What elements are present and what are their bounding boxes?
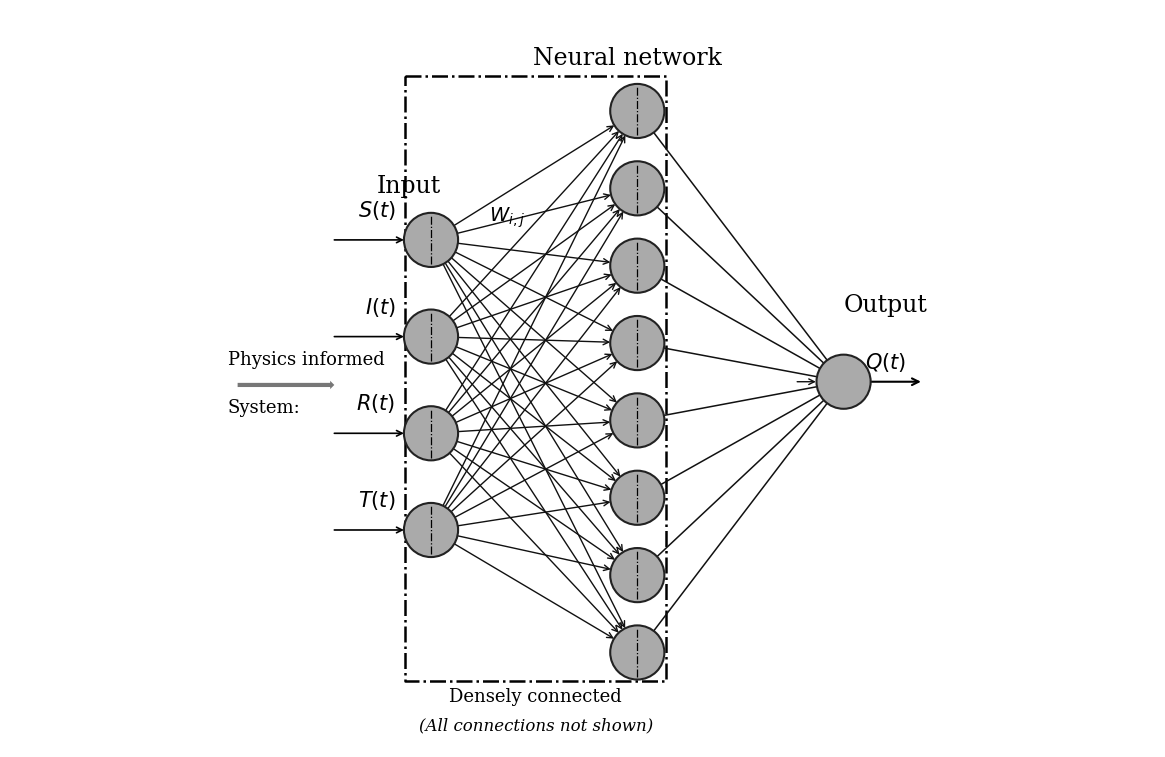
Text: $R(t)$: $R(t)$ (356, 392, 396, 416)
Circle shape (404, 213, 458, 267)
Circle shape (610, 394, 664, 447)
Circle shape (610, 316, 664, 370)
Text: System:: System: (228, 398, 301, 416)
Text: Physics informed: Physics informed (228, 351, 384, 369)
Circle shape (610, 238, 664, 293)
Text: $Q(t)$: $Q(t)$ (864, 351, 906, 374)
Text: $S(t)$: $S(t)$ (358, 199, 396, 222)
Text: (All connections not shown): (All connections not shown) (418, 717, 652, 734)
Circle shape (610, 84, 664, 138)
Circle shape (610, 548, 664, 602)
Text: $W_{i,j}$: $W_{i,j}$ (489, 205, 525, 229)
Circle shape (610, 161, 664, 216)
Text: Neural network: Neural network (534, 48, 722, 70)
Circle shape (817, 354, 870, 409)
Circle shape (404, 407, 458, 460)
Circle shape (610, 471, 664, 525)
Text: $T(t)$: $T(t)$ (358, 489, 396, 512)
Text: $I(t)$: $I(t)$ (365, 295, 396, 319)
Circle shape (610, 625, 664, 680)
Text: Input: Input (376, 175, 440, 198)
Circle shape (404, 503, 458, 557)
Text: Densely connected: Densely connected (450, 688, 622, 706)
Circle shape (404, 310, 458, 363)
Text: Output: Output (843, 294, 927, 317)
